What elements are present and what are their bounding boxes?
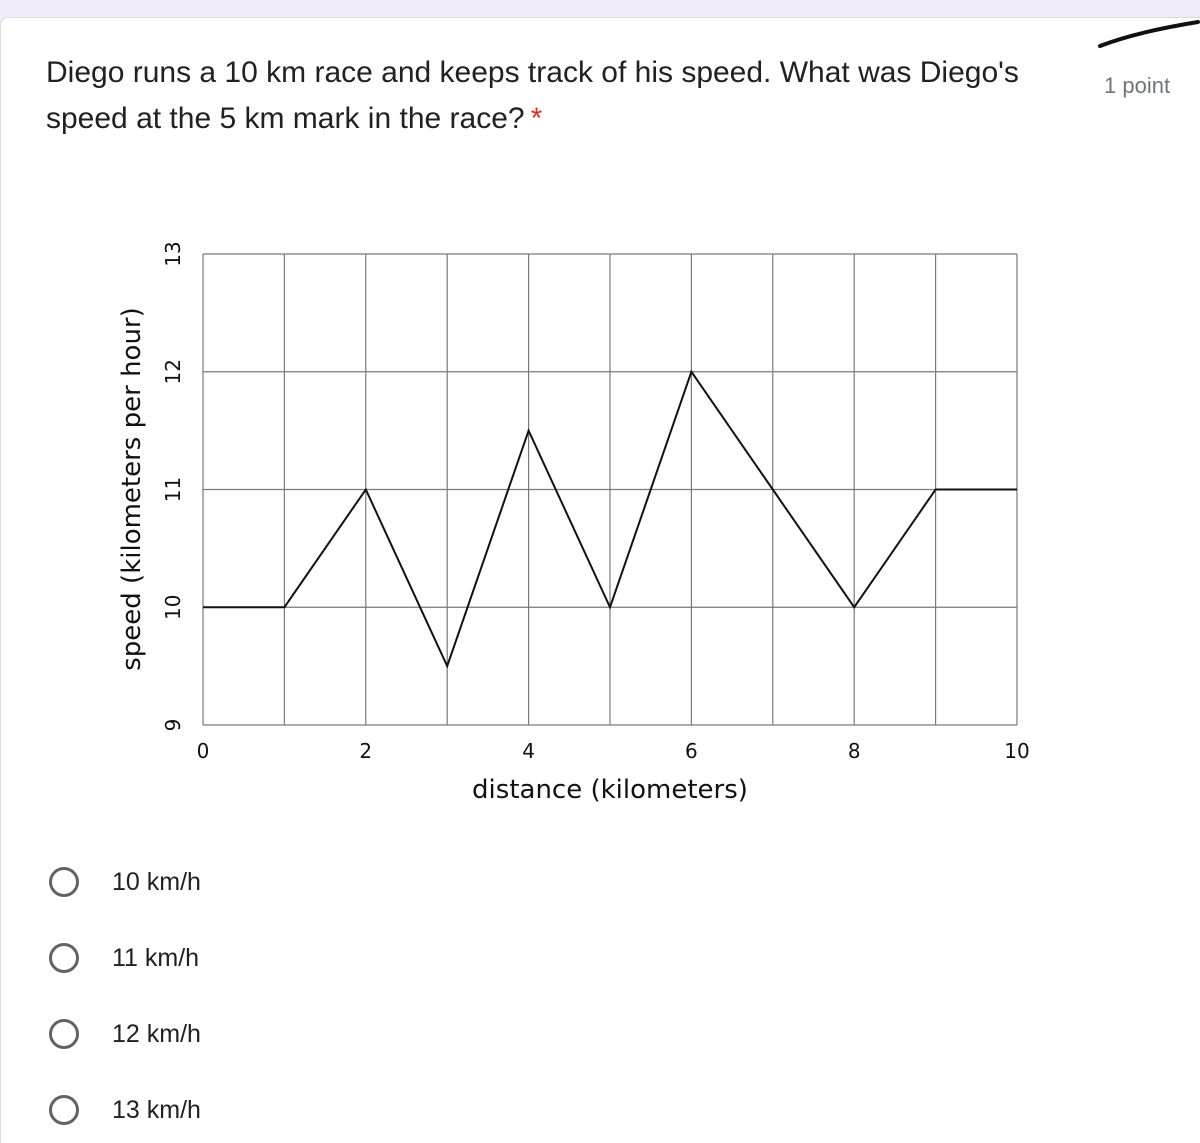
question-text: Diego runs a 10 km race and keeps track …: [46, 56, 1019, 135]
radio-button[interactable]: [49, 943, 79, 973]
option-label: 10 km/h: [112, 867, 201, 896]
option-label: 12 km/h: [112, 1019, 201, 1048]
option-11-kmh[interactable]: 11 km/h: [46, 930, 446, 986]
required-asterisk: *: [530, 102, 543, 135]
option-label: 13 km/h: [112, 1095, 201, 1124]
option-10-kmh[interactable]: 10 km/h: [46, 854, 446, 910]
question-title: Diego runs a 10 km race and keeps track …: [46, 50, 1076, 142]
x-axis-title: distance (kilometers): [472, 775, 748, 805]
radio-button[interactable]: [49, 1095, 79, 1125]
x-tick-label: 10: [1004, 739, 1029, 763]
y-tick-label: 11: [161, 477, 185, 502]
y-tick-label: 12: [161, 359, 185, 384]
option-12-kmh[interactable]: 12 km/h: [46, 1006, 446, 1062]
radio-button[interactable]: [49, 867, 79, 897]
x-tick-label: 8: [848, 739, 861, 763]
speed-line: [203, 369, 1017, 669]
x-tick-label: 6: [685, 739, 698, 763]
chart-grid: [202, 253, 1018, 726]
y-axis-title: speed (kilometers per hour): [117, 307, 147, 671]
x-tick-label: 2: [359, 739, 372, 763]
y-tick-labels: 9 10 11 12 13: [161, 241, 185, 731]
x-tick-label: 4: [522, 739, 535, 763]
points-label: 1 point: [1104, 73, 1171, 98]
y-tick-label: 10: [161, 595, 185, 620]
x-tick-labels: 0 2 4 6 8 10: [197, 739, 1030, 763]
pen-stroke-mark: [1098, 20, 1200, 48]
option-13-kmh[interactable]: 13 km/h: [46, 1082, 446, 1138]
y-tick-label: 13: [161, 241, 185, 266]
x-tick-label: 0: [197, 739, 210, 763]
question-card: [0, 17, 1200, 1143]
radio-button[interactable]: [49, 1019, 79, 1049]
option-label: 11 km/h: [112, 943, 200, 972]
y-tick-label: 9: [161, 719, 185, 732]
